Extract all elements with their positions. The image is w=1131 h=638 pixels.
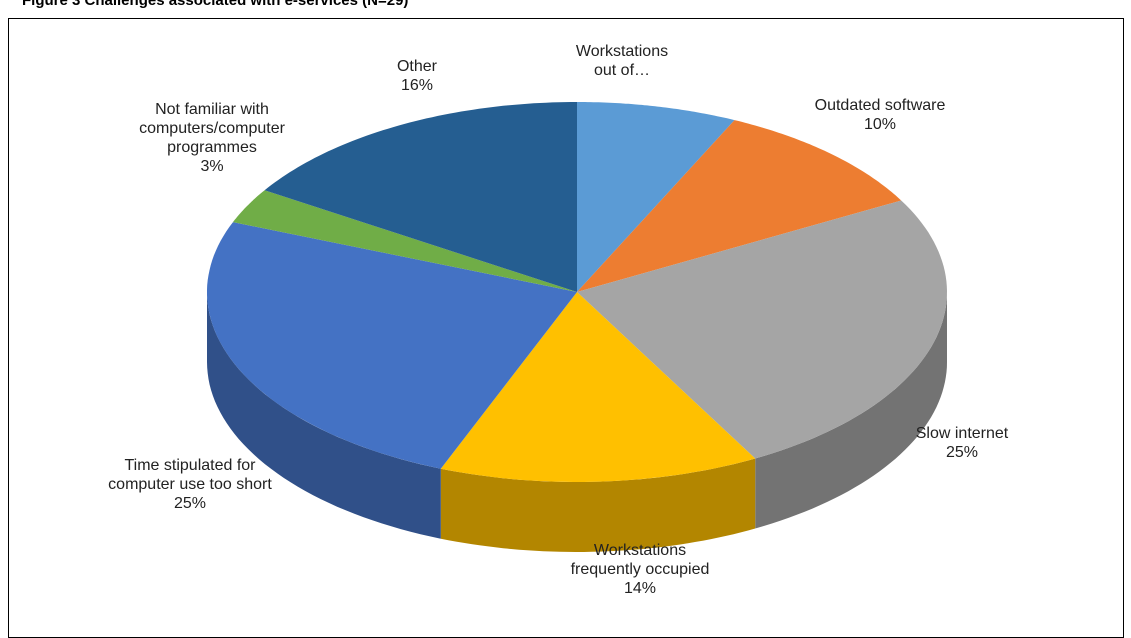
pie-slice [264,102,577,292]
category-label: Outdated software [814,97,946,114]
category-label: Workstations frequently occupied [570,542,710,578]
category-label: Other [396,58,437,75]
category-label: Slow internet [915,425,1009,442]
value-label: 10% [863,116,897,133]
data-label: Workstations out of… [567,42,677,80]
pie-slice [577,102,735,292]
pie-slice-side [207,292,441,539]
category-label: Time stipulated for computer use too sho… [108,457,272,493]
data-label: Not familiar with computers/computer pro… [112,100,312,176]
pie-slice-side [755,292,947,529]
pie-slice [577,120,902,292]
data-label: Workstations frequently occupied 14% [570,541,710,598]
pie-slice [577,200,947,459]
value-label: 14% [623,580,657,597]
pie-slice [440,292,756,482]
category-label: Workstations out of… [575,43,669,79]
pie-slice-side [440,458,756,552]
value-label: 25% [173,495,207,512]
category-label: Not familiar with computers/computer pro… [139,101,285,156]
pie-slice [233,190,577,292]
data-label: Slow internet 25% [882,424,1042,462]
pie-slice [207,222,577,469]
chart-title: Figure 3 Challenges associated with e-se… [22,0,409,9]
data-label: Time stipulated for computer use too sho… [90,456,290,513]
data-label: Outdated software 10% [780,96,980,134]
value-label: 16% [400,77,434,94]
value-label: 25% [945,444,979,461]
data-label: Other 16% [377,57,457,95]
value-label: 3% [200,158,224,175]
